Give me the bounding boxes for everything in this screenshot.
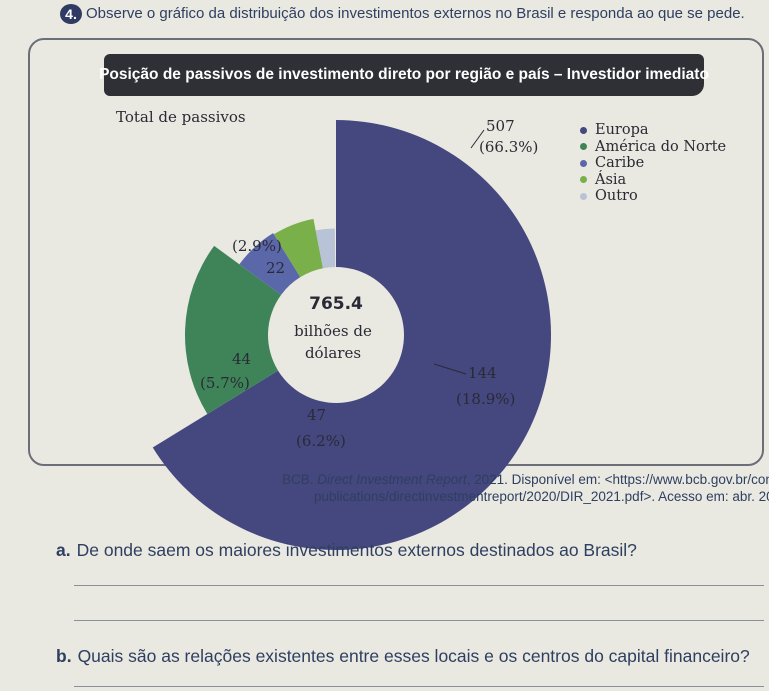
legend-label-outro: Outro xyxy=(595,188,638,205)
legend-label-asia: Ásia xyxy=(595,171,627,188)
question-a-letter: a. xyxy=(56,540,71,560)
slice-america-do-norte xyxy=(184,245,282,414)
answer-line-a1[interactable] xyxy=(74,585,764,586)
chart-legend: Europa América do Norte Caribe Ásia Outr… xyxy=(580,122,726,205)
america-norte-leader-line xyxy=(433,363,467,375)
question-b-text: Quais são as relações existentes entre e… xyxy=(77,646,750,666)
slice-outro xyxy=(315,228,336,269)
outro-value-label: 22 xyxy=(266,259,285,277)
europa-leader-line xyxy=(470,129,485,149)
slice-layer xyxy=(152,120,551,550)
center-unit-line1: bilhões de xyxy=(294,322,372,340)
question-a-text: De onde saem os maiores investimentos ex… xyxy=(76,540,637,560)
asia-percent-label: (5.7%) xyxy=(200,374,250,392)
legend-item-europa: Europa xyxy=(580,122,726,139)
legend-dot-america-do-norte xyxy=(580,143,587,151)
center-unit-line2: dólares xyxy=(305,344,361,362)
chart-subtitle: Total de passivos xyxy=(116,108,246,126)
source-prefix: BCB. xyxy=(282,472,318,487)
answer-line-a2[interactable] xyxy=(74,620,764,621)
slice-asia xyxy=(273,218,324,278)
caribe-percent-label: (6.2%) xyxy=(296,432,346,450)
question-number: 4. xyxy=(60,4,82,24)
outro-percent-label: (2.9%) xyxy=(232,237,282,255)
america-norte-value-label: 144 xyxy=(468,364,497,382)
legend-item-caribe: Caribe xyxy=(580,155,726,172)
asia-value-label: 44 xyxy=(232,350,251,368)
legend-dot-outro xyxy=(580,192,587,200)
question-b: b. Quais são as relações existentes entre… xyxy=(56,646,750,667)
legend-label-europa: Europa xyxy=(595,122,649,139)
legend-dot-caribe xyxy=(580,159,587,167)
legend-label-caribe: Caribe xyxy=(595,155,645,172)
caribe-value-label: 47 xyxy=(307,406,326,424)
question-intro: Observe o gráfico da distribuição dos in… xyxy=(86,5,745,22)
legend-item-america-do-norte: América do Norte xyxy=(580,139,726,156)
source-title: Direct Investment Report xyxy=(317,472,467,487)
legend-dot-europa xyxy=(580,126,587,134)
legend-item-outro: Outro xyxy=(580,188,726,205)
europa-value-label: 507 xyxy=(486,117,515,135)
source-line1: BCB. Direct Investment Report, 2021. Dis… xyxy=(282,471,769,488)
source-rest: , 2021. Disponível em: <https://www.bcb.… xyxy=(466,472,769,487)
legend-label-america-do-norte: América do Norte xyxy=(595,138,727,155)
source-line2: publications/directinvestmentreport/2020… xyxy=(314,489,769,504)
center-total: 765.4 xyxy=(309,294,363,314)
chart-title: Posição de passivos de investimento dire… xyxy=(99,54,709,96)
legend-dot-asia xyxy=(580,176,587,184)
slice-caribe xyxy=(239,233,301,295)
source-citation: BCB. Direct Investment Report, 2021. Dis… xyxy=(282,471,769,505)
europa-percent-label: (66.3%) xyxy=(479,138,538,156)
question-b-letter: b. xyxy=(56,646,72,666)
question-a: a. De onde saem os maiores investimentos … xyxy=(56,540,637,561)
answer-line-b1[interactable] xyxy=(74,686,764,687)
slice-europa xyxy=(152,120,551,550)
america-norte-percent-label: (18.9%) xyxy=(456,390,515,408)
legend-item-asia: Ásia xyxy=(580,172,726,189)
